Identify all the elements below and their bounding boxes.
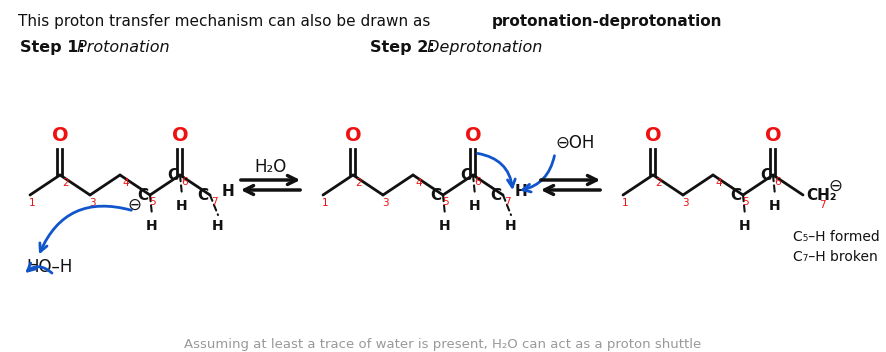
Text: 6: 6 <box>181 177 188 187</box>
Text: H: H <box>769 199 781 213</box>
Text: Step 2:: Step 2: <box>370 40 435 55</box>
Text: 4: 4 <box>415 178 422 188</box>
Text: ⊖OH: ⊖OH <box>555 134 595 152</box>
Text: H: H <box>222 183 235 199</box>
Text: 5: 5 <box>742 197 749 207</box>
Text: H: H <box>515 183 528 199</box>
Text: 6: 6 <box>774 177 781 187</box>
Text: 3: 3 <box>382 198 389 208</box>
Text: 1: 1 <box>322 198 329 208</box>
Text: 1: 1 <box>29 198 35 208</box>
Text: 2: 2 <box>62 178 68 188</box>
Text: 6: 6 <box>474 177 480 187</box>
Text: Protonation: Protonation <box>72 40 169 55</box>
Text: 5: 5 <box>442 197 448 207</box>
Text: C: C <box>490 189 501 203</box>
Text: Deprotonation: Deprotonation <box>422 40 542 55</box>
Text: 7: 7 <box>819 200 826 210</box>
Text: 7: 7 <box>211 197 218 207</box>
Text: 2: 2 <box>355 178 361 188</box>
Text: HO–H: HO–H <box>26 258 73 276</box>
Text: H: H <box>212 219 224 233</box>
Text: ⊖: ⊖ <box>828 177 842 195</box>
Text: C: C <box>460 169 471 183</box>
Text: O: O <box>464 126 481 145</box>
Text: 4: 4 <box>715 178 721 188</box>
Text: O: O <box>765 126 781 145</box>
Text: H: H <box>146 219 158 233</box>
Text: C: C <box>167 169 178 183</box>
Text: O: O <box>172 126 189 145</box>
Text: H: H <box>505 219 517 233</box>
Text: H: H <box>739 219 750 233</box>
Text: H₂O: H₂O <box>254 158 287 176</box>
Text: 2: 2 <box>655 178 662 188</box>
Text: H: H <box>176 199 188 213</box>
Text: C₇–H broken: C₇–H broken <box>793 250 878 264</box>
Text: 3: 3 <box>682 198 688 208</box>
Text: ⊖: ⊖ <box>127 196 141 214</box>
Text: C: C <box>730 189 741 203</box>
Text: H: H <box>470 199 481 213</box>
Text: protonation-deprotonation: protonation-deprotonation <box>492 14 722 29</box>
Text: 3: 3 <box>89 198 96 208</box>
Text: 4: 4 <box>122 178 128 188</box>
Text: Step 1:: Step 1: <box>20 40 85 55</box>
Text: This proton transfer mechanism can also be drawn as: This proton transfer mechanism can also … <box>18 14 435 29</box>
Text: C: C <box>197 189 208 203</box>
Text: C: C <box>760 169 771 183</box>
Text: C₅–H formed: C₅–H formed <box>793 230 880 244</box>
Text: O: O <box>345 126 361 145</box>
Text: O: O <box>51 126 68 145</box>
Text: H: H <box>439 219 451 233</box>
Text: CH₂: CH₂ <box>806 189 836 203</box>
Text: C: C <box>136 189 148 203</box>
Text: C: C <box>430 189 441 203</box>
Text: Assuming at least a trace of water is present, H₂O can act as a proton shuttle: Assuming at least a trace of water is pr… <box>184 338 702 351</box>
Text: O: O <box>645 126 661 145</box>
Text: 5: 5 <box>149 197 156 207</box>
Text: 7: 7 <box>504 197 510 207</box>
Text: 1: 1 <box>622 198 629 208</box>
